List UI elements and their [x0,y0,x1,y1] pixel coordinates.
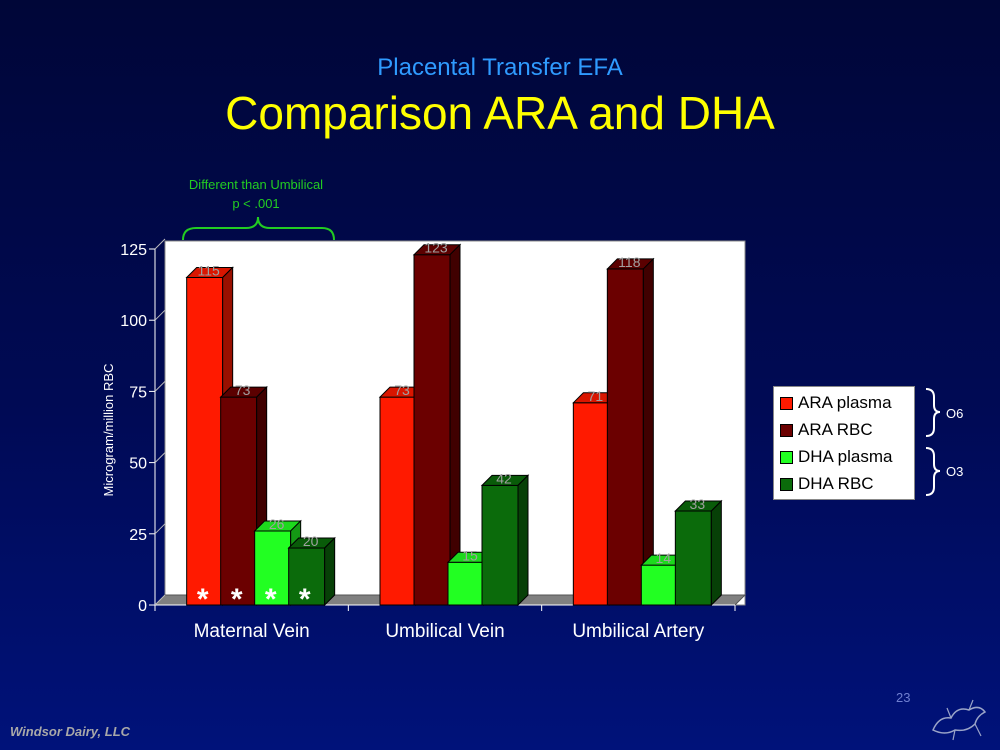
x-tick-label: Umbilical Vein [385,621,504,642]
legend-swatch-dha-rbc [780,478,793,491]
significance-asterisk: * [299,583,311,616]
bar-value-label: 123 [424,240,448,256]
bar-value-label: 33 [690,496,706,512]
bar [640,564,678,606]
bar [674,510,712,606]
annotation: Different than Umbilical p < .001 [182,177,335,241]
bar [572,402,610,606]
y-tick-label: 75 [129,384,147,401]
bar [186,276,224,606]
legend-label-dha-rbc: DHA RBC [798,474,874,493]
y-tick-label: 125 [120,242,147,259]
group-braces: O6 O3 [925,388,963,496]
bar [413,254,451,606]
y-tick-label: 25 [129,527,147,544]
y-tick-depth [154,238,166,250]
curly-brace-icon [182,216,335,241]
bar-value-label: 71 [588,388,604,404]
bar-side [517,474,529,607]
legend-swatch-dha-plasma [780,451,793,464]
group-o3-label: O3 [946,464,963,479]
chart-legend: ARA plasma ARA RBC DHA plasma DHA RBC [773,386,915,500]
x-tick-label: Maternal Vein [194,621,310,642]
bar-side [324,536,336,607]
bar-value-label: 73 [394,382,410,398]
y-tick-depth [154,594,166,606]
group-o6-label: O6 [946,406,963,421]
y-tick-depth [154,381,166,392]
y-tick-depth [154,309,166,321]
brace-o6-icon [925,388,941,437]
bar [288,547,326,606]
y-tick-label: 50 [129,456,147,473]
slide-title: Comparison ARA and DHA [225,87,775,139]
significance-asterisk: * [231,583,243,616]
bar [379,396,417,606]
bar-value-label: 42 [496,470,512,486]
significance-asterisk: * [265,583,277,616]
y-tick-depth [154,452,166,463]
bar-value-label: 14 [656,550,672,566]
bar-value-label: 15 [462,547,478,563]
significance-asterisk: * [197,583,209,616]
bar-value-label: 73 [235,382,251,398]
x-tick-label: Umbilical Artery [572,621,704,642]
slide-subtitle: Placental Transfer EFA [377,54,623,81]
legend-swatch-ara-plasma [780,397,793,410]
bar-value-label: 115 [198,262,221,278]
footer-company: Windsor Dairy, LLC [10,724,131,739]
bar-value-label: 26 [269,516,285,532]
bar [254,530,292,606]
bar [481,484,519,606]
bar-value-label: 118 [618,254,641,270]
cow-logo-icon [932,699,987,741]
bar-value-label: 20 [303,533,319,549]
legend-label-ara-plasma: ARA plasma [798,393,892,412]
bar-side [449,243,461,607]
annotation-line2: p < .001 [232,196,279,211]
brace-o3-icon [925,447,941,496]
bars-layer [185,243,723,607]
bar-side [642,257,654,607]
bar-side [710,499,722,607]
y-tick-depth [154,523,166,535]
legend-swatch-ara-rbc [780,424,793,437]
y-axis-label: Microgram/million RBC [101,364,116,497]
legend-label-ara-rbc: ARA RBC [798,420,873,439]
page-number: 23 [896,690,911,705]
labels-layer: 0 25 50 75 100 125 115 73 26 20 Maternal Vein 73 123… [120,240,705,642]
legend-label-dha-plasma: DHA plasma [798,447,893,466]
y-tick-label: 0 [138,598,147,615]
annotation-line1: Different than Umbilical [189,177,323,192]
bar [220,396,258,606]
y-tick-label: 100 [120,313,147,330]
bar [447,561,485,606]
bar [606,268,644,606]
